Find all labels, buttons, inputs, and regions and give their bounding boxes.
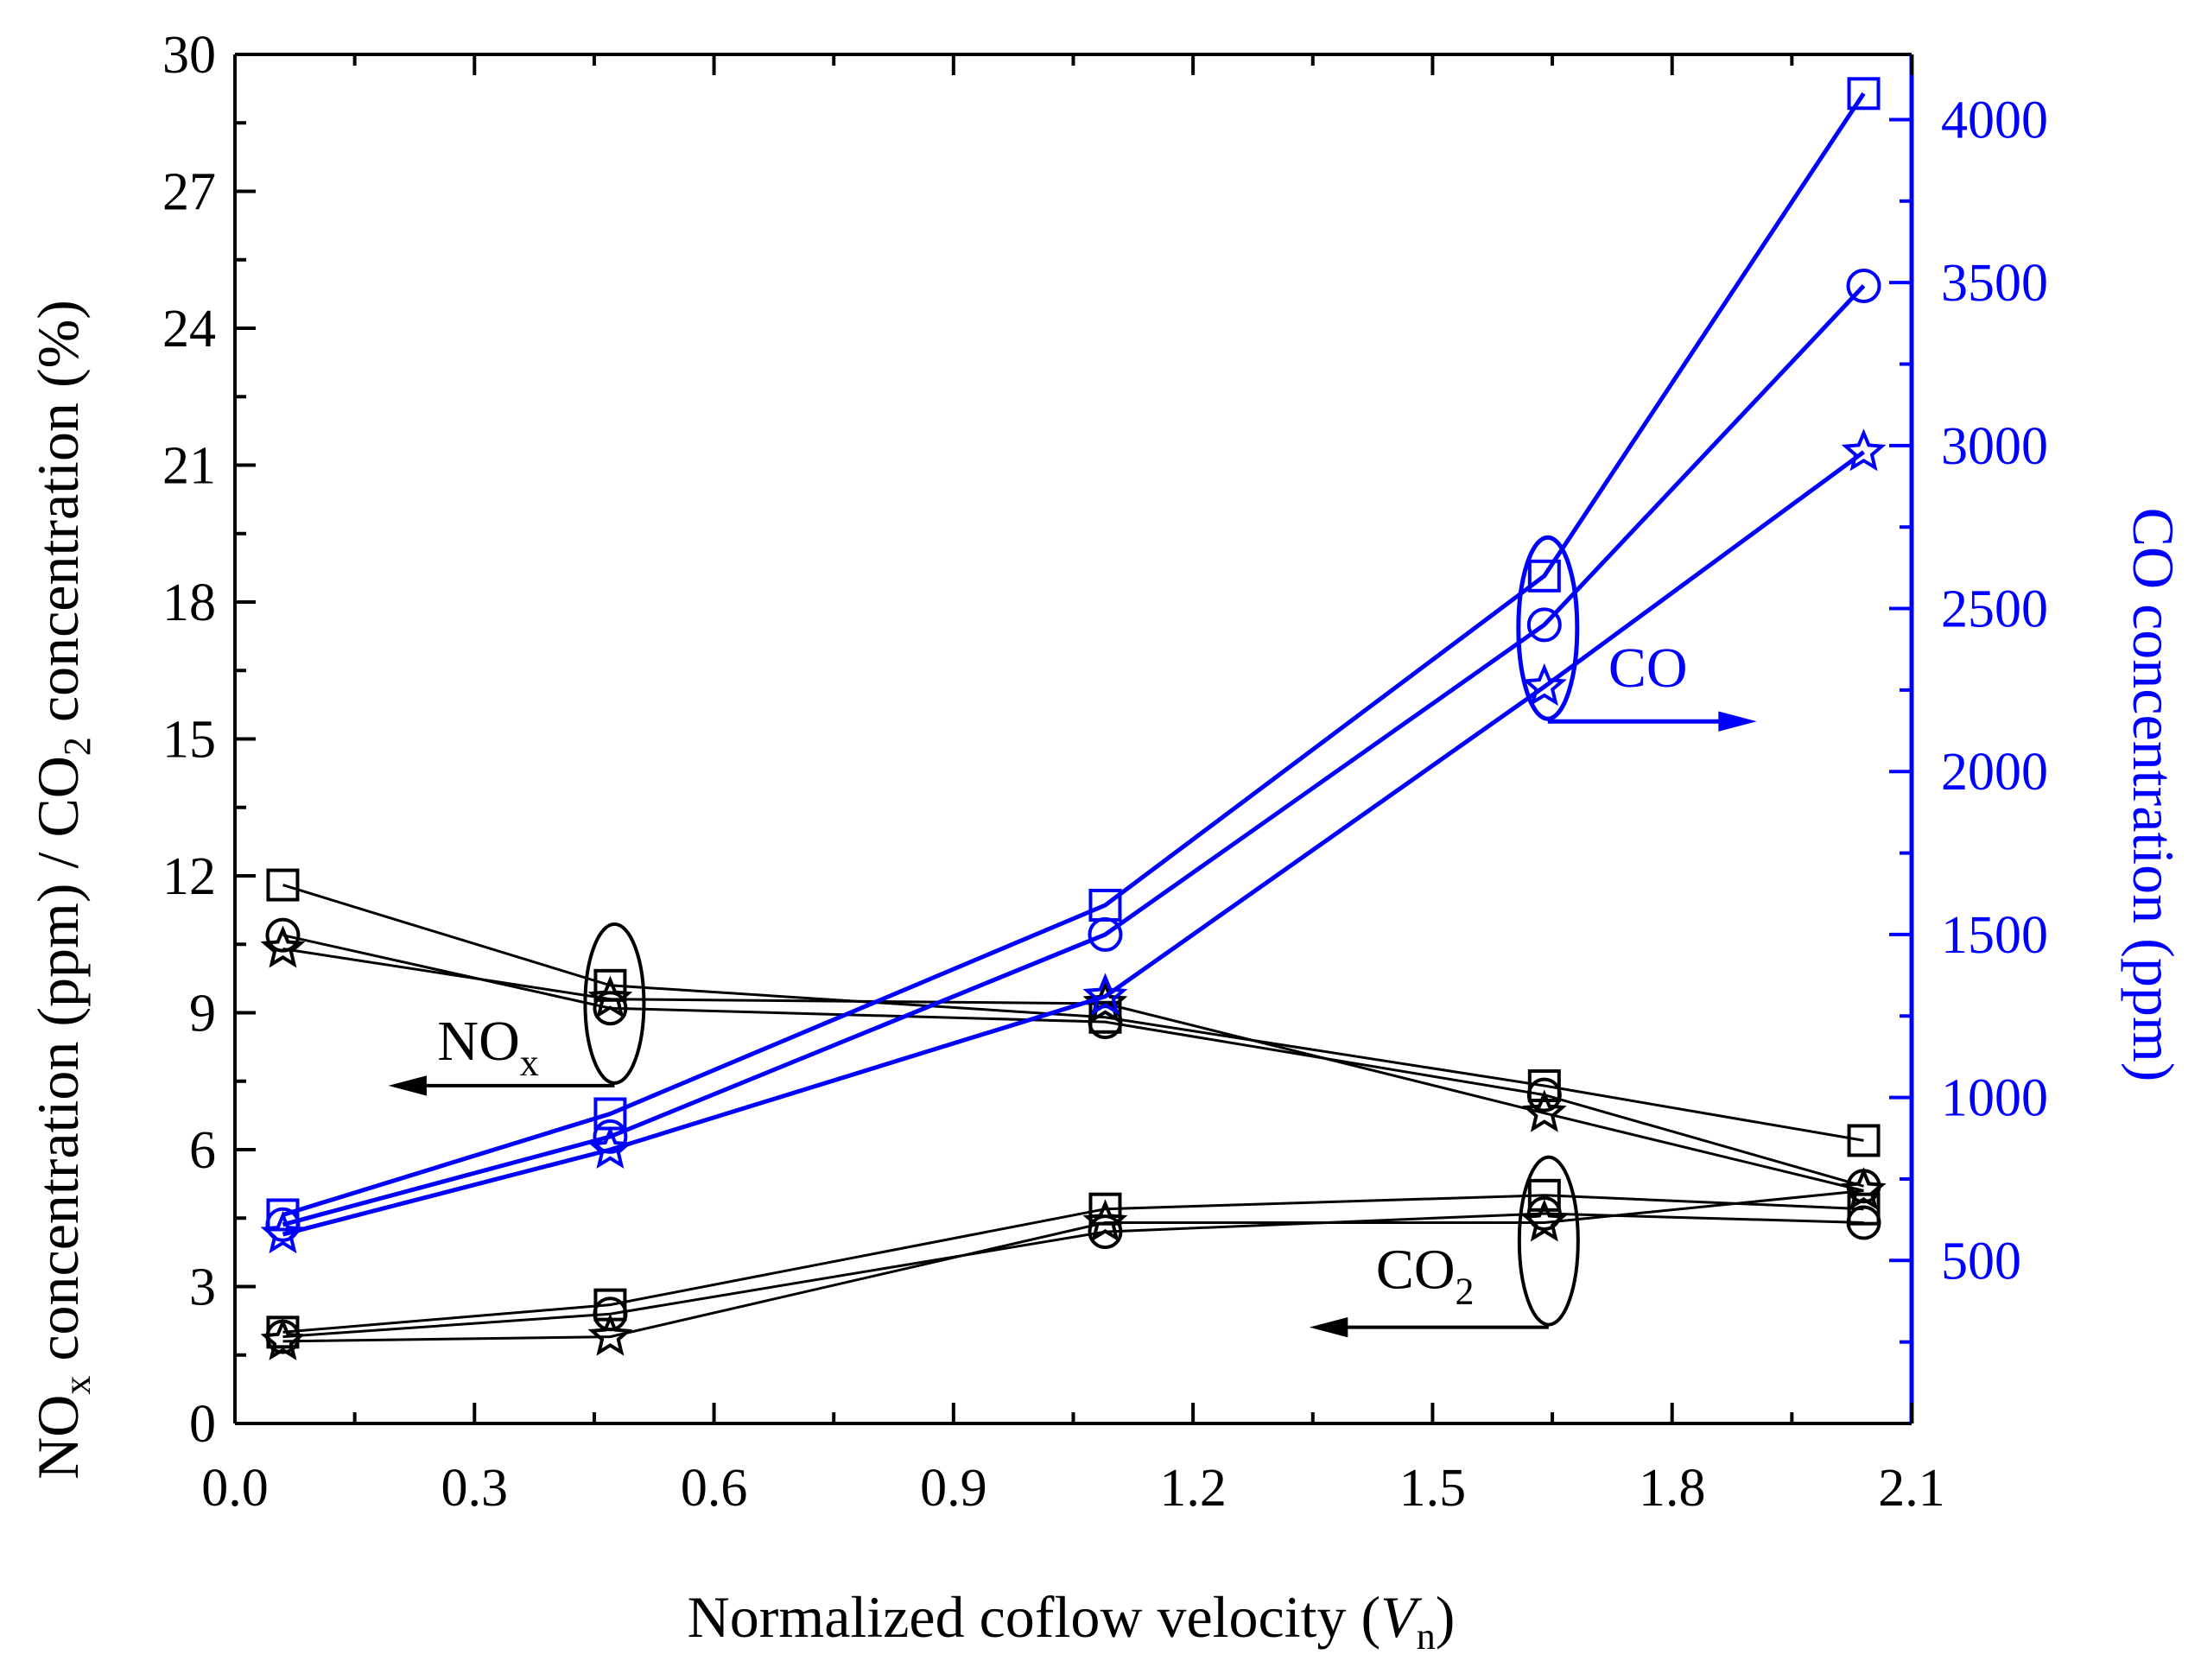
series-co2-circle-point <box>1526 1195 1562 1231</box>
series-co2-circle-point <box>1846 1205 1881 1240</box>
series-co-star-point <box>1841 428 1887 472</box>
series-nox-circle-point <box>265 917 301 953</box>
series-co-circle-line <box>282 284 1866 1227</box>
series-co-square-point <box>1527 559 1561 593</box>
series-nox-star-point <box>587 975 633 1018</box>
annotation-nox-label: NOx <box>437 1010 538 1084</box>
x-tick-label: 0.9 <box>920 1459 987 1518</box>
series-co-star-point <box>1082 973 1128 1016</box>
y-right-tick-label: 1000 <box>1941 1069 2048 1128</box>
x-tick-label: 1.5 <box>1399 1459 1467 1518</box>
series-nox-star-point <box>260 925 306 968</box>
series-co2-star-point <box>1841 1167 1887 1210</box>
series-co2-circle-point <box>1088 1214 1123 1250</box>
y-left-tick-label: 21 <box>162 437 216 496</box>
series-co-circle-point <box>1526 607 1562 643</box>
y-right-tick-label: 500 <box>1941 1232 2021 1290</box>
series-nox-square-point <box>266 868 300 902</box>
series-nox-square-point <box>1527 1069 1561 1103</box>
y-left-tick-label: 15 <box>162 711 216 770</box>
annotation-co-label: CO <box>1608 637 1688 700</box>
series-co2-square-point <box>1527 1178 1561 1212</box>
series-co2-star-point <box>587 1313 633 1356</box>
y-right-tick-label: 4000 <box>1941 91 2048 149</box>
series-co2-circle-point <box>593 1296 628 1332</box>
series-co-square-point <box>1847 77 1881 111</box>
x-axis-title: Normalized coflow velocity (Vn) <box>688 1584 1456 1658</box>
series-nox-circle-point <box>1526 1077 1562 1113</box>
series-co-circle-point <box>265 1207 301 1242</box>
series-nox-star-point <box>1082 979 1128 1023</box>
y-right-tick-label: 3000 <box>1941 417 2048 476</box>
x-tick-label: 1.8 <box>1639 1459 1706 1518</box>
y-left-tick-label: 6 <box>189 1121 216 1180</box>
series-co-square-line <box>282 92 1866 1217</box>
series-co2-circle-line <box>282 1212 1864 1339</box>
series-co-circle-point <box>593 1119 628 1154</box>
series-co-square-point <box>266 1198 300 1232</box>
y-axis-right-title: CO concentration (ppm) <box>2121 508 2186 1082</box>
annotation-nox-ellipse <box>583 922 646 1085</box>
y-left-tick-label: 24 <box>162 300 216 358</box>
y-left-tick-label: 12 <box>162 847 216 906</box>
series-co2-star-point <box>1082 1199 1128 1242</box>
series-nox-star-point <box>1521 1089 1567 1132</box>
series-co2-star-line <box>282 1189 1864 1343</box>
series-co-circle-point <box>1088 916 1123 952</box>
y-left-tick-label: 9 <box>189 985 216 1043</box>
series-co2-square-line <box>282 1194 1864 1334</box>
annotation-co2-arrowhead <box>1309 1317 1348 1338</box>
annotation-nox-arrowhead <box>388 1075 427 1096</box>
y-axis-left-title: NOx concentration (ppm) / CO2 concentrat… <box>25 300 98 1480</box>
y-left-tick-label: 27 <box>162 163 216 222</box>
annotation-co-ellipse <box>1516 535 1580 721</box>
x-tick-label: 0.6 <box>681 1459 748 1518</box>
series-co-circle-point <box>1846 268 1881 303</box>
y-left-tick-label: 18 <box>162 574 216 632</box>
series-nox-square-line <box>282 884 1864 1142</box>
series-co2-square-point <box>1847 1192 1881 1226</box>
series-co2-star-point <box>260 1317 306 1360</box>
series-nox-circle-line <box>282 934 1864 1188</box>
x-tick-label: 2.1 <box>1878 1459 1945 1518</box>
y-left-tick-label: 30 <box>162 26 216 85</box>
x-tick-label: 0.0 <box>201 1459 269 1518</box>
series-co-star-point <box>260 1210 306 1254</box>
series-nox-circle-point <box>593 991 628 1026</box>
series-co-star-point <box>587 1125 633 1170</box>
y-left-tick-label: 3 <box>189 1258 216 1317</box>
x-tick-label: 0.3 <box>441 1459 509 1518</box>
annotation-co2-ellipse <box>1517 1155 1580 1327</box>
y-right-tick-label: 2500 <box>1941 580 2048 639</box>
annotation-co-arrowhead <box>1718 711 1757 732</box>
series-nox-square-point <box>1847 1124 1881 1157</box>
x-tick-label: 1.2 <box>1159 1459 1227 1518</box>
series-co2-star-point <box>1521 1199 1567 1242</box>
y-right-tick-label: 1500 <box>1941 906 2048 965</box>
y-left-tick-label: 0 <box>189 1395 216 1454</box>
y-right-tick-label: 2000 <box>1941 743 2048 802</box>
annotation-co2-label: CO2 <box>1376 1239 1475 1313</box>
series-co-star-line <box>282 450 1865 1237</box>
series-co-star-point <box>1521 662 1567 707</box>
y-right-tick-label: 3500 <box>1941 254 2048 313</box>
